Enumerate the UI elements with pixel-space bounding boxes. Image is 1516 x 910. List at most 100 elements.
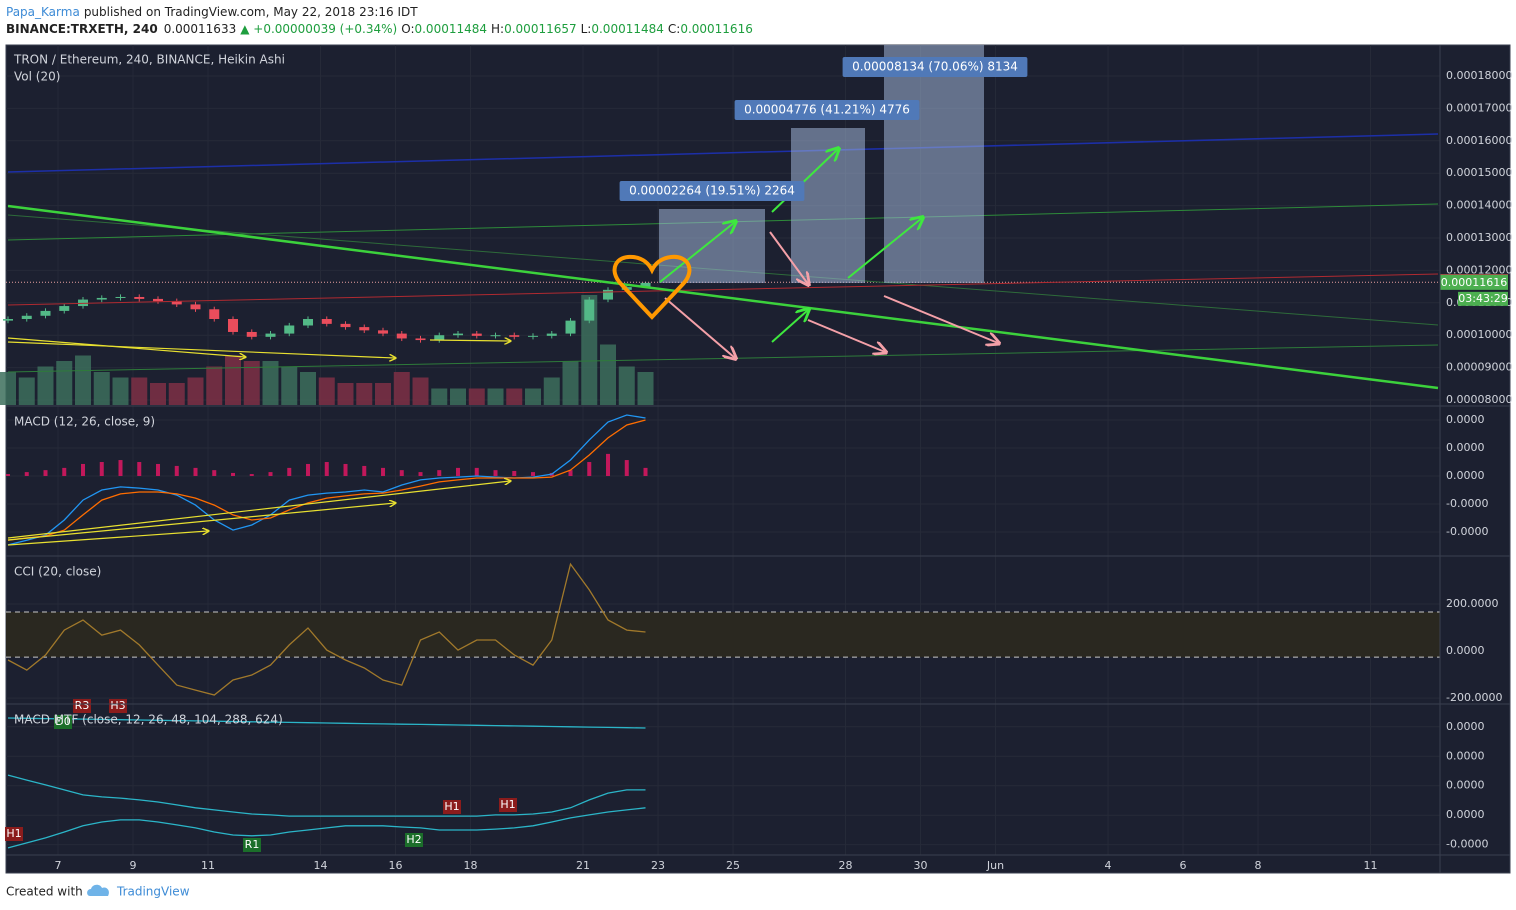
candle-body [603,289,614,300]
candle-body [471,333,482,336]
ohlc-value: 0.00011484 [591,22,664,36]
volume-bar [187,377,204,405]
ohlc-value: 0.00011657 [504,22,577,36]
y-tick-label: 0.0000 [1446,779,1485,792]
volume-bar [581,295,598,405]
histogram-bar [24,472,29,477]
x-tick-label: Jun [986,859,1004,872]
volume-bar [18,377,35,405]
volume-bar [281,366,298,405]
y-tick-label: 0.00017000 [1446,101,1512,114]
histogram-bar [81,463,86,477]
marker: H1 [6,827,21,840]
marker: H1 [500,798,515,811]
histogram-bar [437,470,442,477]
candle-body [490,335,501,337]
y-tick-label: 0.0000 [1446,808,1485,821]
candle-body [246,331,257,337]
series-line [7,774,646,817]
histogram-bar [399,470,404,477]
y-tick-label: 0.0000 [1446,749,1485,762]
author[interactable]: Papa_Karma [6,5,80,19]
change: ▲ +0.00000039 (+0.34%) [240,22,397,36]
x-tick-label: 28 [839,859,853,872]
x-tick-label: 8 [1255,859,1262,872]
arrow [7,503,395,541]
volume-bar [131,377,148,405]
measure-box [884,45,984,283]
footer-brand[interactable]: TradingView [116,885,190,899]
y-tick-label: 0.0000 [1446,644,1485,657]
volume-bar [600,344,617,405]
histogram-bar [156,463,161,477]
trend-line [7,273,1439,306]
volume-bar [37,366,54,405]
volume-bar [393,372,410,405]
histogram-bar [62,467,67,477]
candle-body [21,315,32,320]
candle-body [228,319,239,332]
marker-box [405,833,423,847]
volume-bar [468,388,485,405]
symbol-line: BINANCE:TRXETH, 240 0.00011633 ▲ +0.000000… [6,22,753,36]
candle-body [415,338,426,341]
measure-label: 0.00004776 (41.21%) 4776 [744,103,910,117]
volume-bar [206,366,223,405]
ohlc-label: H: [491,22,504,36]
volume-bar [112,377,129,405]
measure-label-box [842,57,1028,77]
ohlc-label: C: [668,22,680,36]
candle-body [378,330,389,334]
series-line [7,717,646,729]
x-tick-label: 9 [130,859,137,872]
volume-bar [150,383,167,405]
volume-bar [56,361,73,405]
histogram-bar [418,472,423,477]
marker: H1 [444,800,459,813]
pane-title: CCI (20, close) [14,565,101,579]
candle-body [190,304,201,310]
volume-bar [525,388,542,405]
volume-bar [75,355,92,405]
histogram-bar [568,470,573,477]
pane-title: MACD MTF (close, 12, 26, 48, 104, 288, 6… [14,713,283,727]
x-tick-label: 21 [576,859,590,872]
x-tick-label: 18 [464,859,478,872]
candle-body [528,335,539,337]
volume-bar [0,372,17,405]
x-tick-label: 23 [651,859,665,872]
histogram-bar [6,474,11,477]
y-tick-label: 0.00008000 [1446,393,1512,406]
measure-label-box [734,100,920,120]
histogram-bar [493,470,498,477]
volume-bar [412,377,429,405]
marker-box [54,715,72,729]
y-tick-label: 0.00016000 [1446,134,1512,147]
candle-body [40,310,51,316]
marker-box [109,699,127,713]
histogram-bar [456,467,461,477]
volume-bar [337,383,354,405]
candle-body [209,309,220,320]
measure-label: 0.00002264 (19.51%) 2264 [629,184,795,198]
marker-box [243,838,261,852]
y-tick-label: 0.0000 [1446,720,1485,733]
y-tick-label: 0.00009000 [1446,361,1512,374]
volume-bar [431,388,448,405]
y-tick-label: -0.0000 [1446,497,1488,510]
histogram-bar [606,453,611,477]
volume-bar [506,388,523,405]
y-tick-label: -0.0000 [1446,838,1488,851]
y-tick-label: 0.00013000 [1446,231,1512,244]
arrow [7,531,208,546]
y-tick-label: 0.0000 [1446,469,1485,482]
series-line [7,414,646,546]
histogram-bar [212,470,217,477]
candle-body [284,325,295,334]
histogram-bar [474,467,479,477]
candle-body [434,335,445,341]
volume-bar [262,361,279,405]
last-price: 0.00011633 [164,22,237,36]
volume-bar [300,372,317,405]
